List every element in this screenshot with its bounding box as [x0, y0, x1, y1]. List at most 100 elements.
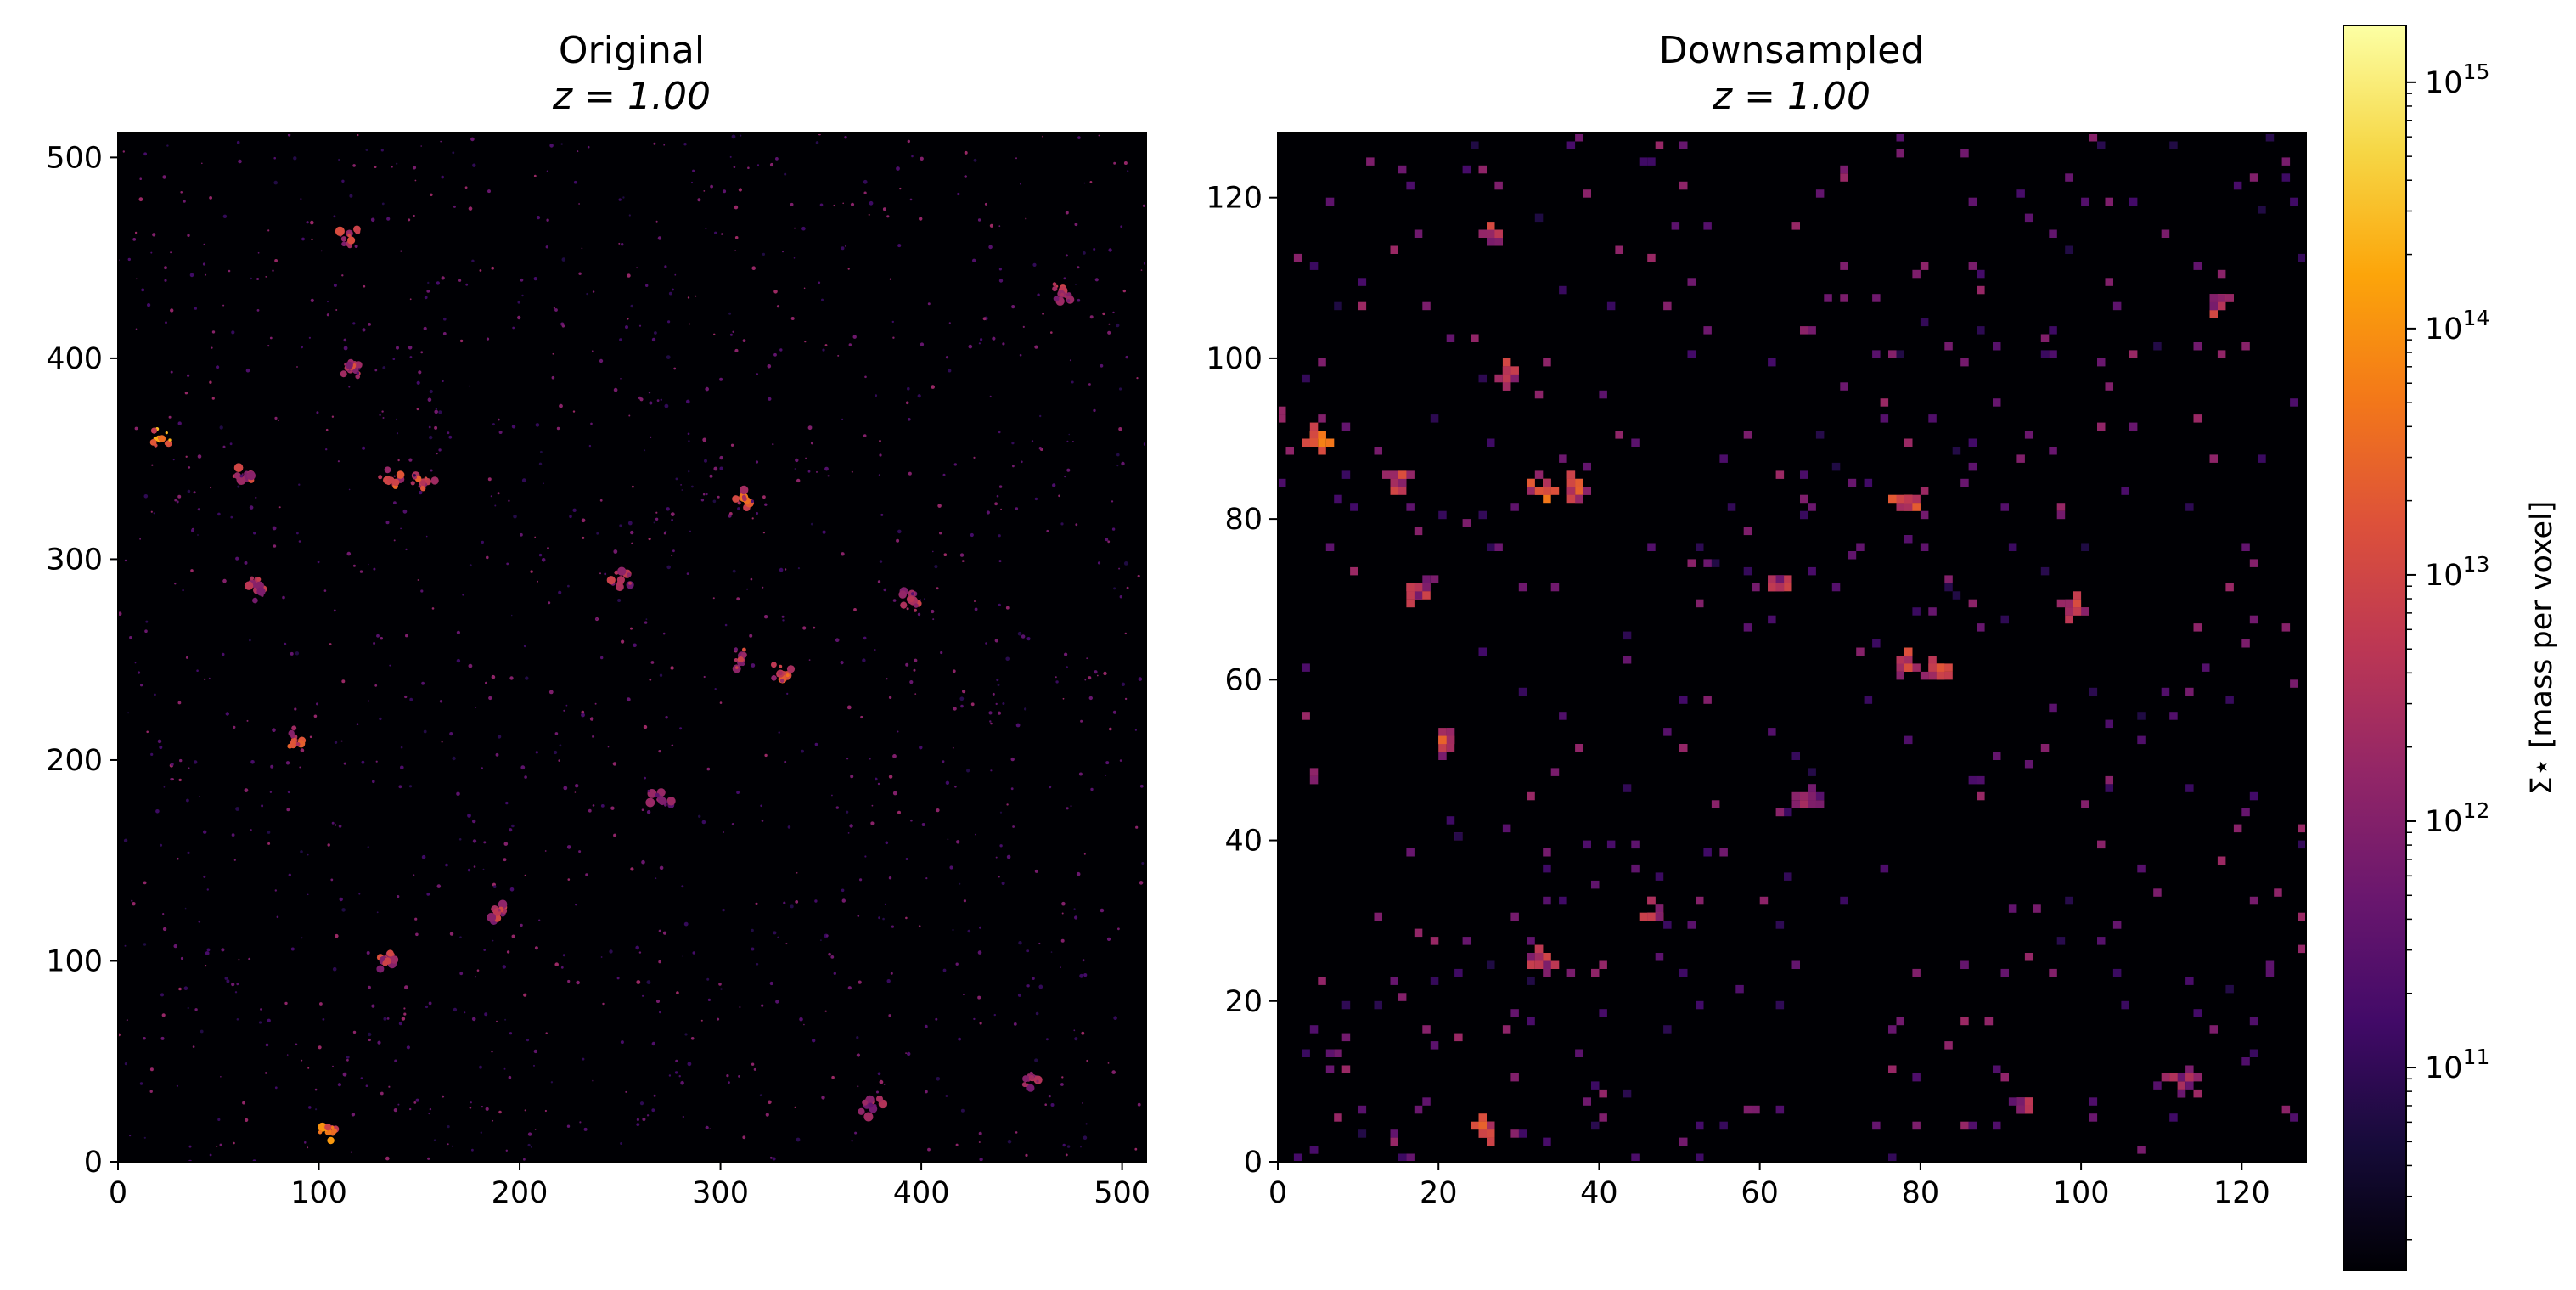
faint-point	[935, 1017, 938, 1021]
bright-cluster-point	[786, 665, 796, 673]
faint-point	[1024, 707, 1027, 711]
faint-point	[676, 991, 679, 994]
faint-cell	[1768, 358, 1776, 367]
faint-point	[879, 560, 883, 563]
faint-point	[143, 1136, 146, 1139]
faint-point	[845, 245, 846, 247]
panel-downsampled-subtitle: z = 1.00	[1712, 75, 1870, 118]
faint-cell	[1278, 414, 1286, 423]
faint-point	[998, 560, 1002, 563]
faint-point	[361, 760, 365, 764]
bright-cluster-cell	[1398, 478, 1407, 487]
faint-cell	[2225, 984, 2234, 994]
bright-cluster-point	[627, 572, 632, 577]
faint-point	[295, 1043, 298, 1046]
faint-point	[503, 858, 507, 862]
bright-cluster-point	[737, 501, 741, 505]
faint-point	[401, 1017, 406, 1021]
faint-cell	[1599, 390, 1607, 399]
faint-point	[1141, 862, 1145, 865]
faint-point	[429, 435, 433, 440]
faint-point	[284, 642, 287, 645]
bright-cluster-cell	[1647, 912, 1656, 921]
faint-cell	[2185, 687, 2194, 696]
faint-point	[335, 309, 338, 311]
faint-point	[671, 744, 674, 747]
faint-point	[249, 639, 251, 642]
faint-point	[449, 932, 454, 936]
faint-cell	[1775, 808, 1785, 817]
bright-cluster-cell	[1566, 487, 1576, 495]
faint-point	[517, 301, 520, 304]
faint-cell	[2089, 687, 2098, 696]
bright-cluster-point	[396, 470, 405, 479]
faint-cell	[1711, 559, 1720, 567]
faint-cell	[1864, 478, 1873, 487]
bright-cluster-point	[335, 226, 345, 236]
faint-point	[807, 425, 813, 431]
faint-cell	[1960, 1017, 1969, 1026]
faint-cell	[1325, 1049, 1335, 1057]
faint-point	[339, 897, 343, 902]
faint-point	[970, 532, 974, 538]
faint-point	[808, 659, 811, 661]
faint-point	[690, 1037, 695, 1040]
bright-cluster-cell	[2073, 599, 2082, 608]
faint-point	[126, 1019, 128, 1022]
faint-point	[178, 778, 182, 782]
faint-cell	[1599, 1009, 1607, 1017]
faint-cell	[1471, 334, 1479, 342]
faint-point	[680, 1080, 684, 1085]
faint-point	[864, 375, 867, 379]
faint-point	[712, 499, 717, 504]
faint-point	[338, 158, 340, 161]
bright-cluster-point	[165, 431, 168, 435]
faint-point	[190, 569, 194, 572]
faint-point	[546, 170, 548, 172]
bright-cluster-point	[149, 439, 157, 446]
faint-point	[503, 1067, 506, 1070]
faint-point	[177, 494, 182, 499]
faint-point	[1105, 775, 1107, 776]
faint-point	[318, 1045, 322, 1050]
faint-point	[575, 784, 579, 788]
faint-cell	[1550, 768, 1560, 776]
faint-point	[458, 838, 462, 841]
faint-cell	[1952, 591, 1961, 600]
faint-point	[672, 288, 674, 291]
faint-point	[631, 542, 633, 544]
bright-cluster-point	[1029, 1074, 1035, 1080]
faint-point	[667, 320, 671, 324]
bright-cluster-point	[390, 955, 399, 964]
faint-point	[503, 842, 509, 846]
faint-cell	[1406, 503, 1415, 511]
faint-point	[620, 378, 622, 380]
faint-point	[666, 355, 671, 359]
faint-point	[469, 385, 470, 387]
faint-point	[905, 916, 908, 920]
faint-cell	[2225, 696, 2234, 704]
faint-point	[245, 1118, 249, 1122]
faint-point	[1109, 727, 1112, 731]
faint-point	[910, 592, 915, 596]
faint-point	[282, 595, 285, 600]
bright-cluster-cell	[2209, 301, 2218, 311]
faint-point	[1100, 908, 1105, 913]
faint-point	[408, 458, 413, 462]
faint-point	[1034, 345, 1038, 349]
faint-cell	[1478, 647, 1487, 656]
faint-point	[847, 832, 850, 834]
bright-cluster-cell	[1494, 229, 1503, 238]
faint-point	[536, 216, 541, 220]
faint-point	[751, 1062, 755, 1066]
faint-cell	[1615, 431, 1623, 439]
faint-point	[550, 1081, 554, 1084]
faint-point	[747, 166, 750, 169]
faint-cell	[1928, 607, 1937, 616]
faint-cell	[1527, 977, 1535, 985]
faint-point	[509, 828, 513, 832]
faint-point	[1083, 853, 1086, 855]
faint-point	[751, 928, 754, 932]
faint-point	[308, 1106, 312, 1109]
faint-point	[980, 338, 983, 341]
